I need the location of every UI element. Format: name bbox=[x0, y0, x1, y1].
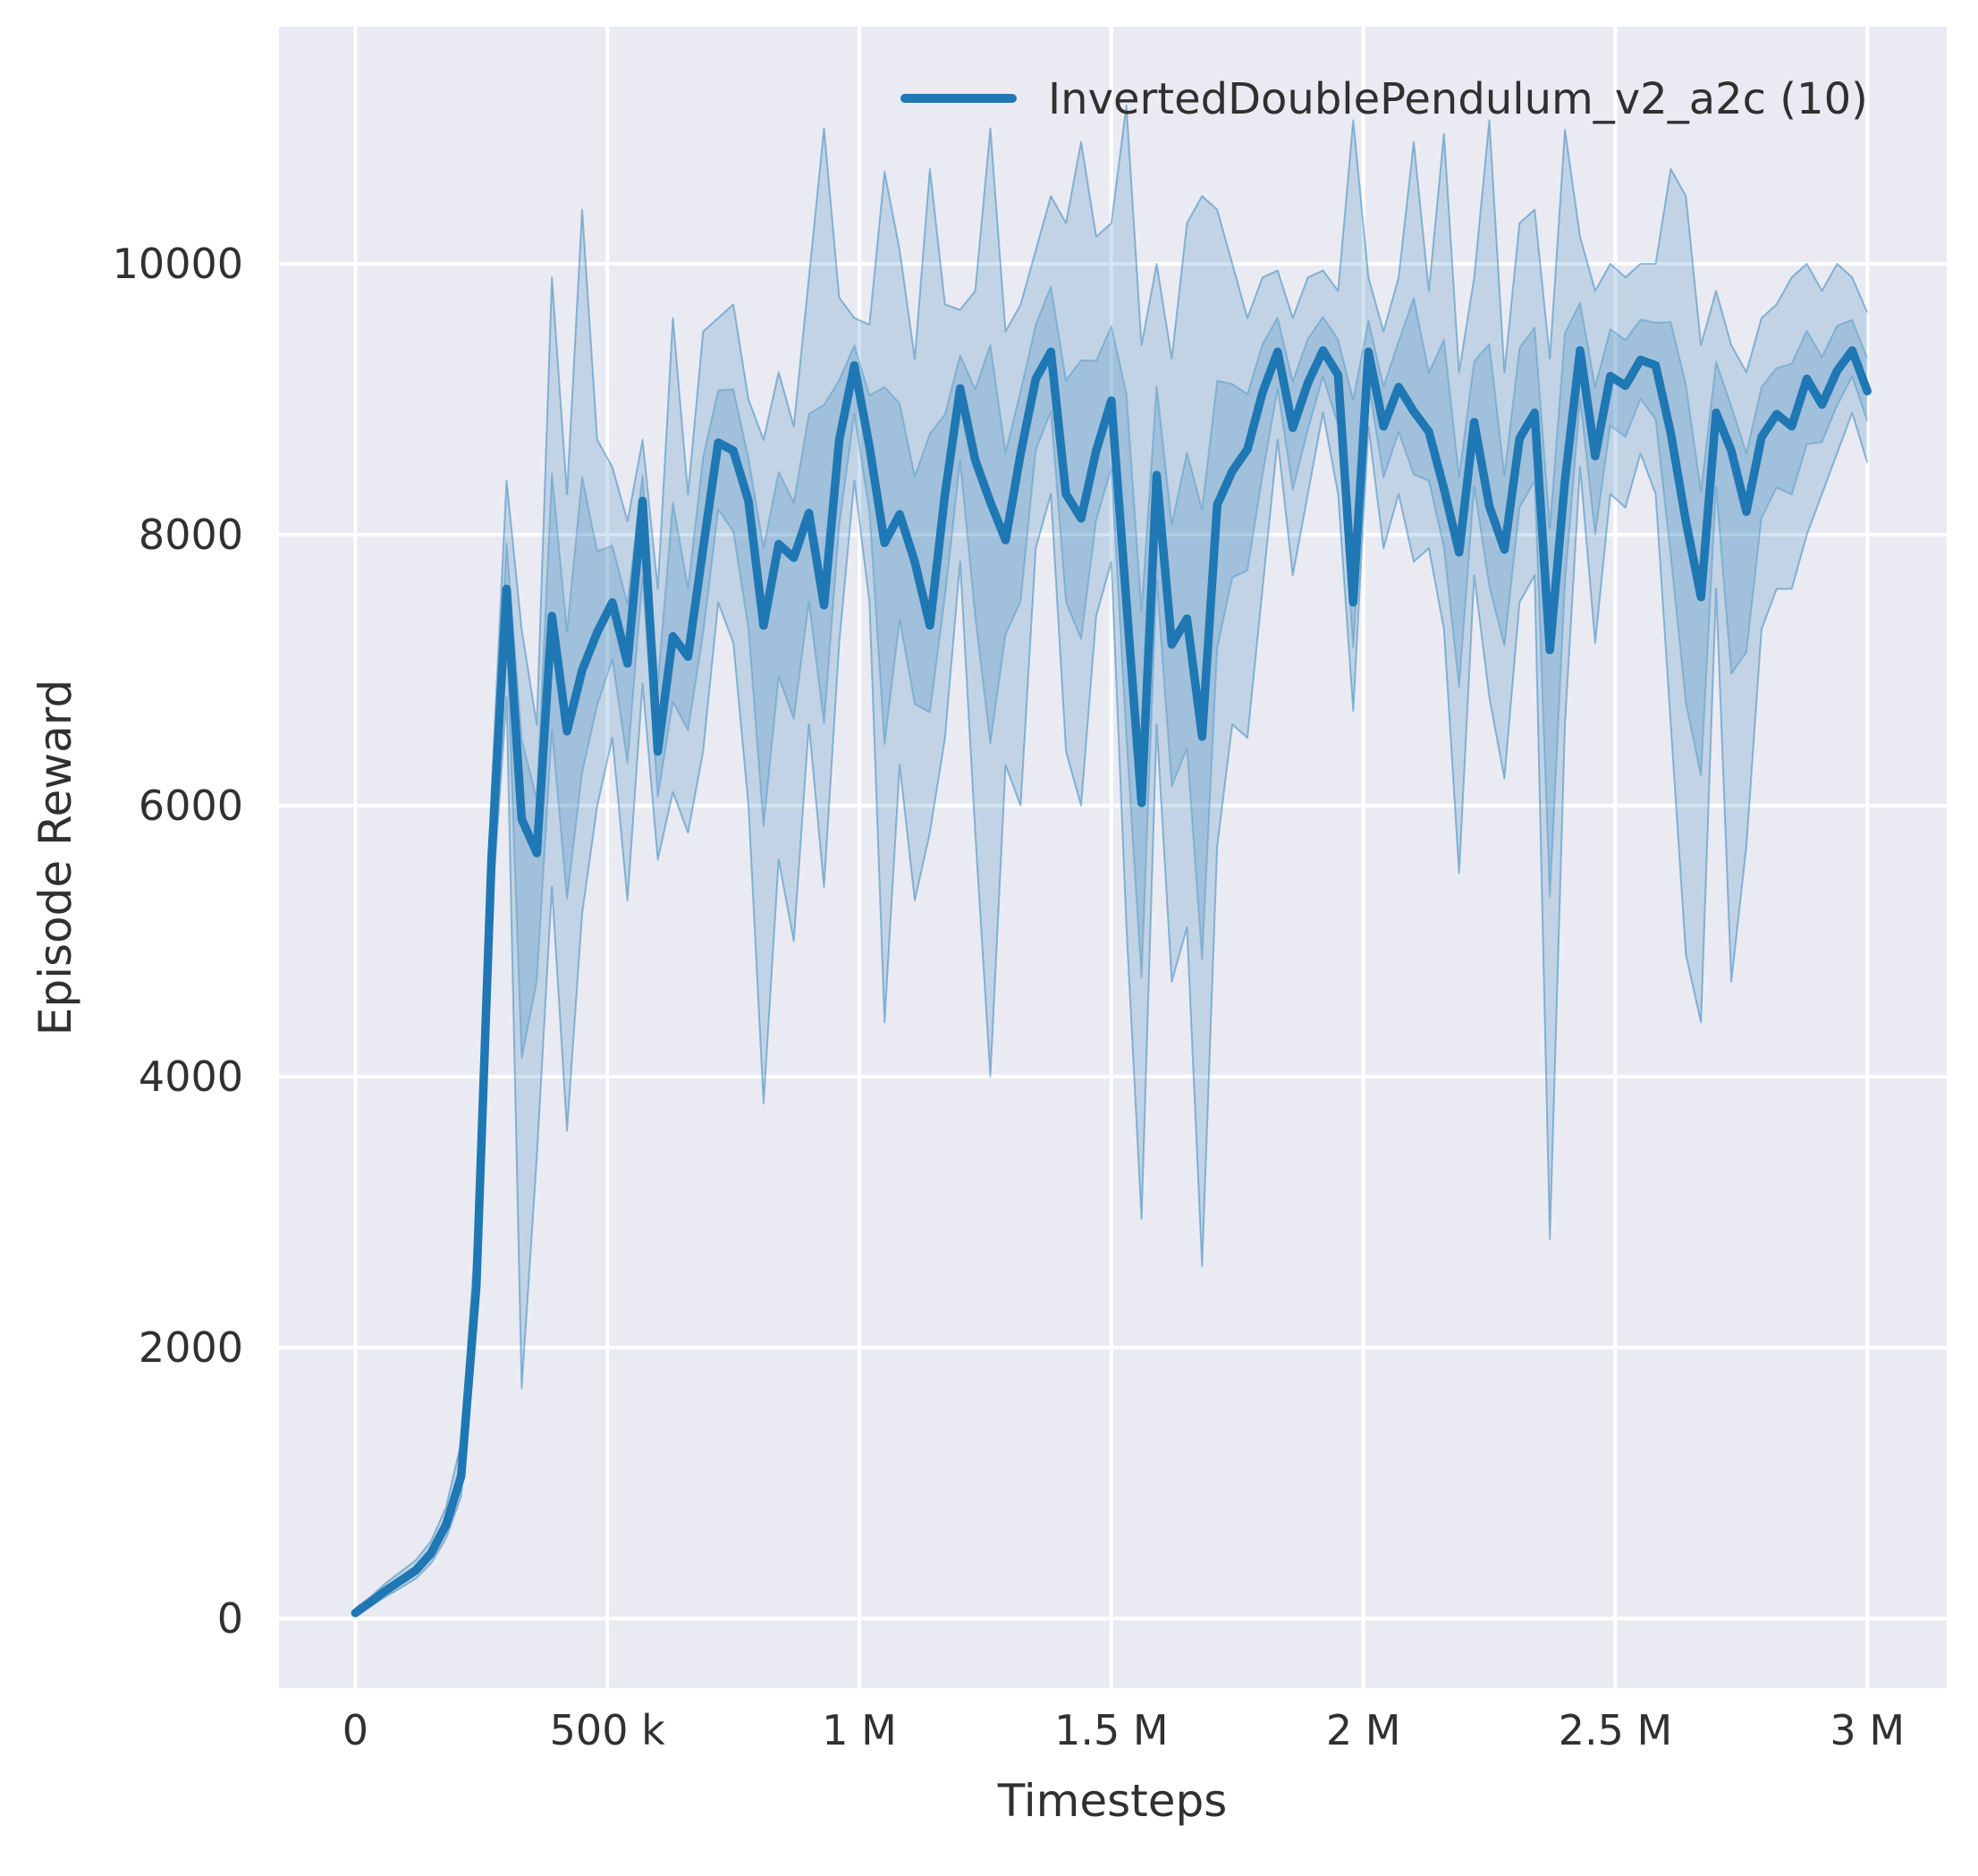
x-tick-label: 3 M bbox=[1830, 1706, 1906, 1754]
band-edge bbox=[354, 104, 1869, 1610]
y-tick-label: 0 bbox=[216, 1593, 243, 1643]
y-tick-label: 8000 bbox=[138, 510, 243, 559]
y-axis-title: Episode Reward bbox=[30, 679, 81, 1036]
band-edge bbox=[354, 285, 1869, 1612]
x-tick-label: 0 bbox=[342, 1706, 369, 1754]
y-tick-label: 2000 bbox=[138, 1322, 243, 1372]
x-tick-label: 500 k bbox=[549, 1706, 665, 1754]
y-tick-label: 10000 bbox=[112, 239, 243, 288]
mean-reward-line bbox=[351, 346, 1872, 1618]
legend-series-label: InvertedDoublePendulum_v2_a2c (10) bbox=[1048, 74, 1868, 124]
x-tick-label: 1.5 M bbox=[1054, 1706, 1169, 1754]
band-edge bbox=[354, 376, 1869, 1616]
band-edge bbox=[354, 411, 1869, 1617]
x-axis-title: Timesteps bbox=[997, 1775, 1228, 1827]
x-tick-label: 2.5 M bbox=[1558, 1706, 1673, 1754]
x-tick-label: 1 M bbox=[822, 1706, 897, 1754]
y-tick-label: 4000 bbox=[138, 1052, 243, 1101]
x-tick-label: 2 M bbox=[1325, 1706, 1401, 1754]
y-tick-label: 6000 bbox=[138, 781, 243, 830]
